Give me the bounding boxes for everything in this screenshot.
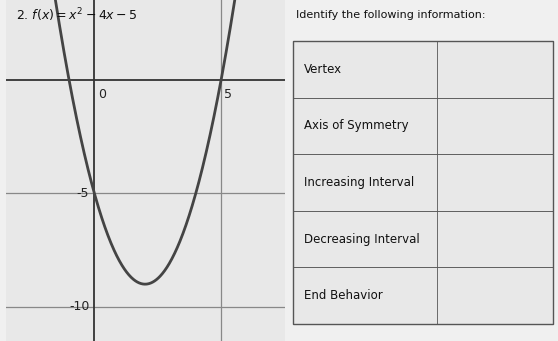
Text: Vertex: Vertex [304, 63, 341, 76]
FancyBboxPatch shape [293, 41, 552, 98]
FancyBboxPatch shape [293, 98, 552, 154]
Text: -10: -10 [69, 300, 89, 313]
Text: 5: 5 [224, 88, 232, 101]
Text: -5: -5 [77, 187, 89, 200]
FancyBboxPatch shape [293, 154, 552, 211]
Text: 0: 0 [98, 88, 106, 101]
Text: Increasing Interval: Increasing Interval [304, 176, 414, 189]
Text: Axis of Symmetry: Axis of Symmetry [304, 119, 408, 132]
Text: Identify the following information:: Identify the following information: [296, 10, 485, 20]
Text: Decreasing Interval: Decreasing Interval [304, 233, 419, 246]
Bar [293, 41, 552, 324]
FancyBboxPatch shape [293, 267, 552, 324]
FancyBboxPatch shape [293, 211, 552, 267]
Text: End Behavior: End Behavior [304, 289, 382, 302]
Text: 2. $f(x) = x^2 - 4x - 5$: 2. $f(x) = x^2 - 4x - 5$ [16, 7, 137, 25]
